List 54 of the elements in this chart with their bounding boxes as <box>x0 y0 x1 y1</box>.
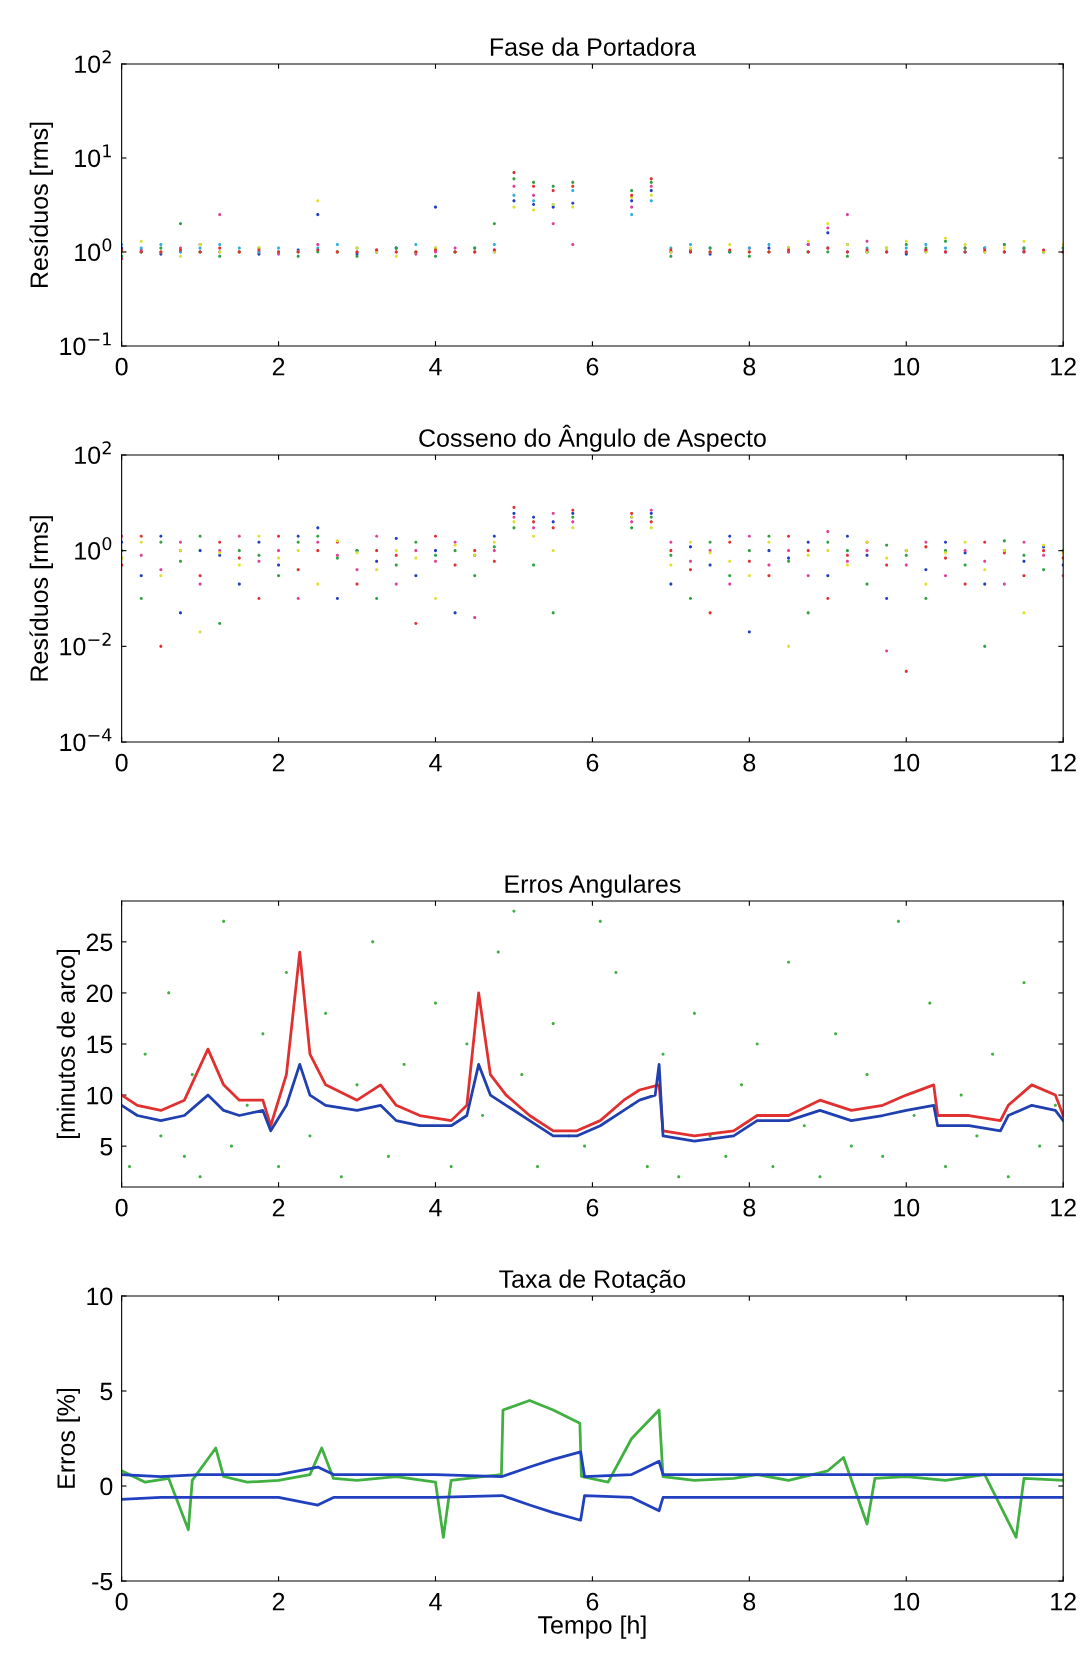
x-tick-label: 4 <box>429 1199 442 1217</box>
y-tick-label: 25 <box>86 933 113 952</box>
y-tick-label: 10$^{−2}$ <box>60 632 111 656</box>
x-tick-label: 2 <box>272 1592 285 1611</box>
y-tick-label: 10 <box>87 1287 113 1306</box>
x-tick-label: 0 <box>115 357 128 376</box>
x-tick-label: 8 <box>743 1198 756 1217</box>
chart-title: Cosseno do Ângulo de Aspecto <box>419 424 766 452</box>
x-tick-label: 8 <box>743 753 756 772</box>
x-tick-label: 10 <box>894 1198 920 1217</box>
x-tick-label: 6 <box>586 753 599 772</box>
x-tick-label: 8 <box>743 357 756 376</box>
x-tick-label: 2 <box>272 357 285 376</box>
x-tick-label: 10 <box>894 357 920 376</box>
y-tick-label: 10$^{−1}$ <box>60 332 111 356</box>
x-tick-label: 12 <box>1051 1198 1076 1217</box>
x-tick-label: 0 <box>115 753 128 772</box>
y-axis-title: [minutos de arco] <box>56 949 80 1139</box>
x-tick-label: 4 <box>429 754 442 772</box>
x-tick-label: 12 <box>1051 753 1076 772</box>
x-tick-label: 10 <box>894 1592 920 1611</box>
x-tick-label: 2 <box>272 753 285 772</box>
y-tick-label: 0 <box>100 1477 113 1496</box>
chart-title: Fase da Portadora <box>490 37 696 56</box>
y-tick-label: 20 <box>86 984 113 1003</box>
y-tick-label: 5 <box>100 1382 113 1401</box>
x-tick-label: 6 <box>586 1198 599 1217</box>
y-axis-title: Erros [%] <box>56 1388 80 1488</box>
y-tick-label: 5 <box>100 1138 113 1156</box>
y-tick-label: 10$^{2}$ <box>75 441 111 465</box>
y-tick-label: 10$^{1}$ <box>75 144 111 168</box>
x-tick-label: 0 <box>115 1592 128 1611</box>
y-tick-label: 10$^{0}$ <box>75 238 112 262</box>
x-tick-label: 0 <box>115 1198 128 1217</box>
y-tick-label: 15 <box>87 1035 113 1054</box>
x-axis-title: Tempo [h] <box>538 1615 646 1639</box>
y-tick-label: -5 <box>92 1572 113 1591</box>
x-tick-label: 2 <box>272 1198 285 1217</box>
x-tick-label: 8 <box>743 1592 756 1611</box>
x-tick-label: 4 <box>429 358 442 376</box>
y-axis-title: Resíduos [rms] <box>29 122 53 287</box>
chart-title: Erros Angulares <box>505 874 681 898</box>
x-tick-label: 12 <box>1051 357 1076 376</box>
y-tick-label: 10$^{2}$ <box>75 50 111 74</box>
chart-title: Taxa de Rotação <box>499 1269 686 1293</box>
x-tick-label: 6 <box>586 1592 599 1611</box>
y-tick-label: 10$^{−4}$ <box>60 728 112 752</box>
x-tick-label: 12 <box>1051 1592 1076 1611</box>
y-axis-title: Resíduos [rms] <box>29 516 53 681</box>
x-tick-label: 6 <box>586 357 599 376</box>
y-tick-label: 10 <box>87 1086 113 1105</box>
y-tick-label: 10$^{0}$ <box>75 536 112 560</box>
x-tick-label: 10 <box>894 753 920 772</box>
x-tick-label: 4 <box>429 1593 442 1611</box>
